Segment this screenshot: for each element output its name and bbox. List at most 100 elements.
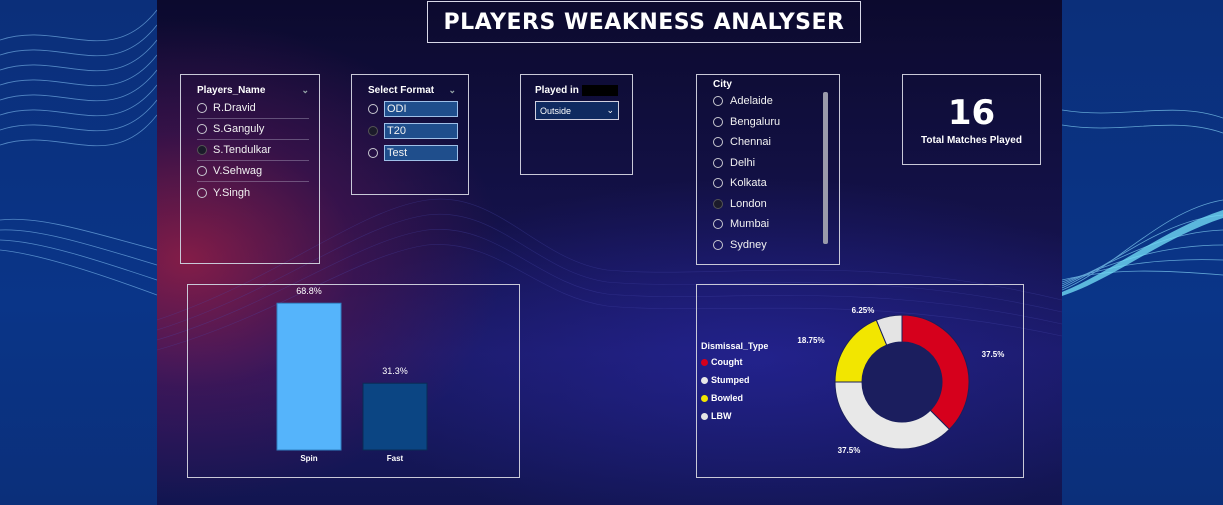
legend-item-stumped[interactable]: Stumped <box>701 371 768 389</box>
legend-dot-icon <box>701 412 708 420</box>
radio-icon[interactable] <box>713 178 723 189</box>
city-option-london[interactable]: London <box>713 194 839 215</box>
played-in-dropdown[interactable]: Outside ⌄ <box>535 101 619 120</box>
bar-chart-svg: 68.8% Spin 31.3% Fast <box>276 286 428 463</box>
donut-slice-lbw[interactable] <box>875 314 903 346</box>
city-slicer-header: City <box>713 79 732 90</box>
radio-icon[interactable] <box>713 219 723 230</box>
left-background-waves <box>0 0 157 505</box>
legend-dot-icon <box>701 394 708 402</box>
player-option-singh[interactable]: Y.Singh <box>197 182 309 203</box>
dismissal-type-donut-chart: Dismissal_Type Cought Stumped Bowled LBW… <box>696 284 1024 478</box>
legend-item-bowled[interactable]: Bowled <box>701 389 768 407</box>
radio-icon[interactable] <box>713 96 723 107</box>
redacted-bar <box>581 85 618 96</box>
city-label: Chennai <box>730 136 771 149</box>
bar-data-label: 68.8% <box>296 286 322 296</box>
donut-data-label: 37.5% <box>838 446 861 455</box>
legend-label: LBW <box>711 411 732 421</box>
city-option-delhi[interactable]: Delhi <box>713 153 839 174</box>
player-label: S.Ganguly <box>213 123 265 135</box>
radio-icon[interactable] <box>368 104 378 114</box>
total-matches-card: 16 Total Matches Played <box>902 74 1041 165</box>
legend-label: Cought <box>711 357 743 367</box>
city-label: Bengaluru <box>730 115 781 128</box>
format-option-t20[interactable]: T20 <box>368 120 458 142</box>
radio-icon[interactable] <box>197 166 207 176</box>
player-option-tendulkar[interactable]: S.Tendulkar <box>197 140 309 161</box>
radio-icon[interactable] <box>713 157 723 168</box>
played-in-slicer: Played in Outside ⌄ <box>520 74 633 175</box>
bar-spin[interactable] <box>276 302 342 451</box>
donut-slice-stumped[interactable] <box>834 381 951 450</box>
player-option-dravid[interactable]: R.Dravid <box>197 98 309 119</box>
chevron-down-icon: ⌄ <box>606 105 614 115</box>
report-title-box: PLAYERS WEAKNESS ANALYSER <box>427 1 861 43</box>
city-option-adelaide[interactable]: Adelaide <box>713 91 839 112</box>
played-in-header: Played in <box>535 85 579 96</box>
radio-selected-icon[interactable] <box>713 198 723 209</box>
players-slicer: Players_Name ⌄ R.Dravid S.Ganguly S.Tend… <box>180 74 320 264</box>
bowling-type-bar-chart: 68.8% Spin 31.3% Fast <box>187 284 520 478</box>
legend-label: Bowled <box>711 393 744 403</box>
chevron-down-icon[interactable]: ⌄ <box>301 85 309 95</box>
city-option-chennai[interactable]: Chennai <box>713 132 839 153</box>
radio-icon[interactable] <box>197 103 207 113</box>
donut-data-label: 6.25% <box>852 306 875 315</box>
format-option-test[interactable]: Test <box>368 142 458 164</box>
dismissal-legend: Dismissal_Type Cought Stumped Bowled LBW <box>701 341 768 425</box>
player-label: Y.Singh <box>213 186 251 199</box>
chevron-down-icon[interactable]: ⌄ <box>448 85 456 95</box>
legend-item-cought[interactable]: Cought <box>701 353 768 371</box>
city-option-sydney[interactable]: Sydney <box>713 235 839 256</box>
player-label: S.Tendulkar <box>213 144 272 156</box>
donut-hole <box>862 342 942 422</box>
players-slicer-header: Players_Name <box>197 85 266 96</box>
radio-icon[interactable] <box>197 124 207 134</box>
bar-fast[interactable] <box>362 382 428 451</box>
city-label: Adelaide <box>730 95 773 108</box>
radio-selected-icon[interactable] <box>197 145 207 155</box>
city-scrollbar[interactable] <box>823 92 828 244</box>
bar-data-label: 31.3% <box>382 366 408 376</box>
format-label: Test <box>384 145 458 161</box>
radio-icon[interactable] <box>368 148 378 158</box>
format-option-odi[interactable]: ODI <box>368 98 458 120</box>
city-label: Mumbai <box>730 218 770 231</box>
city-option-kolkata[interactable]: Kolkata <box>713 173 839 194</box>
legend-item-lbw[interactable]: LBW <box>701 407 768 425</box>
player-label: R.Dravid <box>213 102 256 114</box>
donut-slice-cought[interactable] <box>901 314 970 431</box>
player-option-ganguly[interactable]: S.Ganguly <box>197 119 309 140</box>
legend-label: Stumped <box>711 375 750 385</box>
city-label: Sydney <box>730 238 767 251</box>
city-option-mumbai[interactable]: Mumbai <box>713 214 839 235</box>
bar-category-label: Fast <box>387 454 404 463</box>
donut-data-label: 18.75% <box>797 336 824 345</box>
city-option-bengaluru[interactable]: Bengaluru <box>713 112 839 133</box>
radio-icon[interactable] <box>713 137 723 148</box>
legend-title: Dismissal_Type <box>701 341 769 351</box>
played-in-value: Outside <box>540 105 572 116</box>
bar-category-label: Spin <box>300 454 317 463</box>
player-option-sehwag[interactable]: V.Sehwag <box>197 161 309 182</box>
city-label: London <box>730 197 767 210</box>
total-matches-label: Total Matches Played <box>921 135 1022 146</box>
donut-chart-svg: 37.5% 37.5% 18.75% 6.25% <box>797 306 1005 455</box>
format-label: T20 <box>384 123 458 139</box>
format-label: ODI <box>384 101 458 117</box>
format-slicer: Select Format ⌄ ODI T20 Test <box>351 74 469 195</box>
radio-selected-icon[interactable] <box>368 126 378 136</box>
format-slicer-header: Select Format <box>368 85 435 96</box>
total-matches-value: 16 <box>947 93 996 133</box>
radio-icon[interactable] <box>713 239 723 250</box>
legend-dot-icon <box>701 358 708 366</box>
city-label: Delhi <box>730 156 756 169</box>
mountain-wave-graphic <box>157 198 1062 351</box>
report-canvas: PLAYERS WEAKNESS ANALYSER Players_Name ⌄… <box>157 0 1062 505</box>
radio-icon[interactable] <box>197 187 207 198</box>
radio-icon[interactable] <box>713 116 723 127</box>
players-list: R.Dravid S.Ganguly S.Tendulkar V.Sehwag … <box>197 98 309 203</box>
report-title: PLAYERS WEAKNESS ANALYSER <box>443 9 845 35</box>
donut-data-label: 37.5% <box>982 350 1005 359</box>
